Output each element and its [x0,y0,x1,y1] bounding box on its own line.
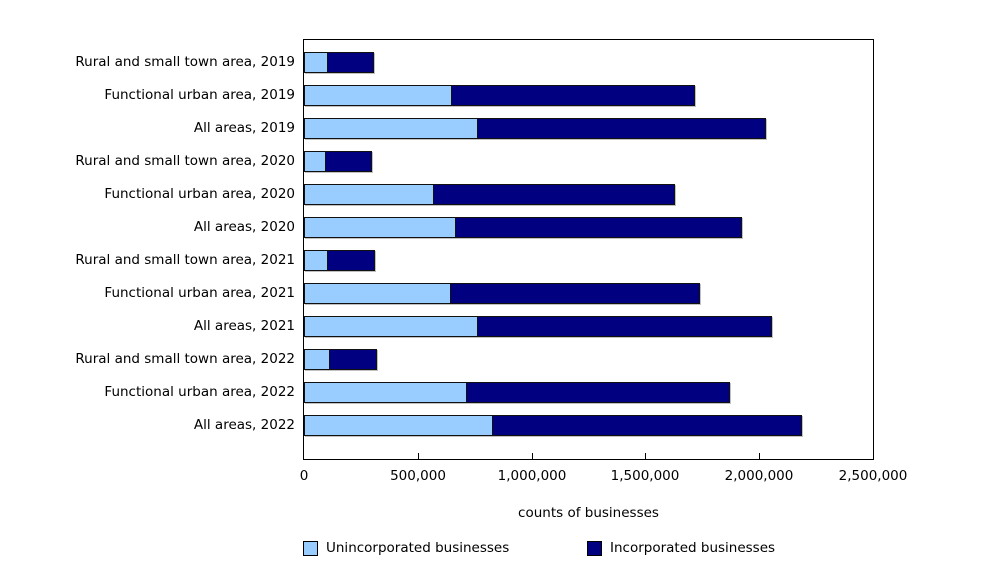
bar-segment-incorporated [433,184,675,205]
x-axis-tick-label: 2,000,000 [724,468,794,484]
bar-row-3 [304,151,372,172]
bar-segment-unincorporated [304,151,326,172]
bar-row-6 [304,250,375,271]
x-axis-tick [645,453,646,459]
bar-segment-incorporated [455,217,742,238]
legend-label-unincorporated: Unincorporated businesses [326,540,510,556]
legend-item-unincorporated: Unincorporated businesses [303,540,509,556]
legend-label-incorporated: Incorporated businesses [610,540,776,556]
bar-row-5 [304,217,742,238]
plot-area [303,39,874,460]
bar-segment-unincorporated [304,85,452,106]
x-axis-tick-label: 0 [299,468,309,484]
bar-segment-unincorporated [304,316,478,337]
category-label: Functional urban area, 2019 [104,87,295,103]
bar-segment-incorporated [477,316,772,337]
legend-item-incorporated: Incorporated businesses [587,540,775,556]
category-label: Rural and small town area, 2022 [75,351,295,367]
bar-row-1 [304,85,695,106]
category-label: Rural and small town area, 2019 [75,54,295,70]
bar-segment-unincorporated [304,349,330,370]
category-label: Functional urban area, 2020 [104,186,295,202]
x-axis-tick-label: 1,500,000 [610,468,680,484]
bar-segment-incorporated [492,415,802,436]
x-axis-title: counts of businesses [518,505,659,521]
bar-segment-incorporated [477,118,766,139]
category-label: All areas, 2022 [193,417,295,433]
x-axis-tick-label: 1,000,000 [497,468,567,484]
bar-segment-unincorporated [304,250,328,271]
bar-row-4 [304,184,675,205]
bar-segment-unincorporated [304,283,451,304]
bar-segment-incorporated [450,283,700,304]
legend-swatch-unincorporated-icon [303,540,318,556]
bar-segment-unincorporated [304,52,328,73]
bar-row-8 [304,316,772,337]
category-label: Functional urban area, 2021 [104,285,295,301]
bar-segment-unincorporated [304,382,467,403]
x-axis-tick [532,453,533,459]
bar-segment-incorporated [329,349,377,370]
bar-segment-incorporated [466,382,730,403]
category-label: All areas, 2019 [193,120,295,136]
category-label: All areas, 2021 [193,318,295,334]
bar-segment-incorporated [451,85,695,106]
bar-segment-unincorporated [304,217,456,238]
category-label: Functional urban area, 2022 [104,384,295,400]
bar-segment-incorporated [325,151,372,172]
category-label: Rural and small town area, 2021 [75,252,295,268]
bar-segment-unincorporated [304,184,434,205]
bar-row-10 [304,382,730,403]
x-axis-tick-label: 2,500,000 [838,468,908,484]
x-axis-tick [759,453,760,459]
bar-row-9 [304,349,377,370]
x-axis-tick-label: 500,000 [390,468,446,484]
x-axis-tick [418,453,419,459]
category-label: Rural and small town area, 2020 [75,153,295,169]
category-label: All areas, 2020 [193,219,295,235]
bar-segment-incorporated [327,52,374,73]
bar-row-0 [304,52,374,73]
bar-segment-unincorporated [304,415,493,436]
bar-row-2 [304,118,766,139]
bar-segment-incorporated [327,250,375,271]
legend-swatch-incorporated-icon [587,540,602,556]
bar-segment-unincorporated [304,118,478,139]
bar-row-7 [304,283,700,304]
bar-row-11 [304,415,802,436]
